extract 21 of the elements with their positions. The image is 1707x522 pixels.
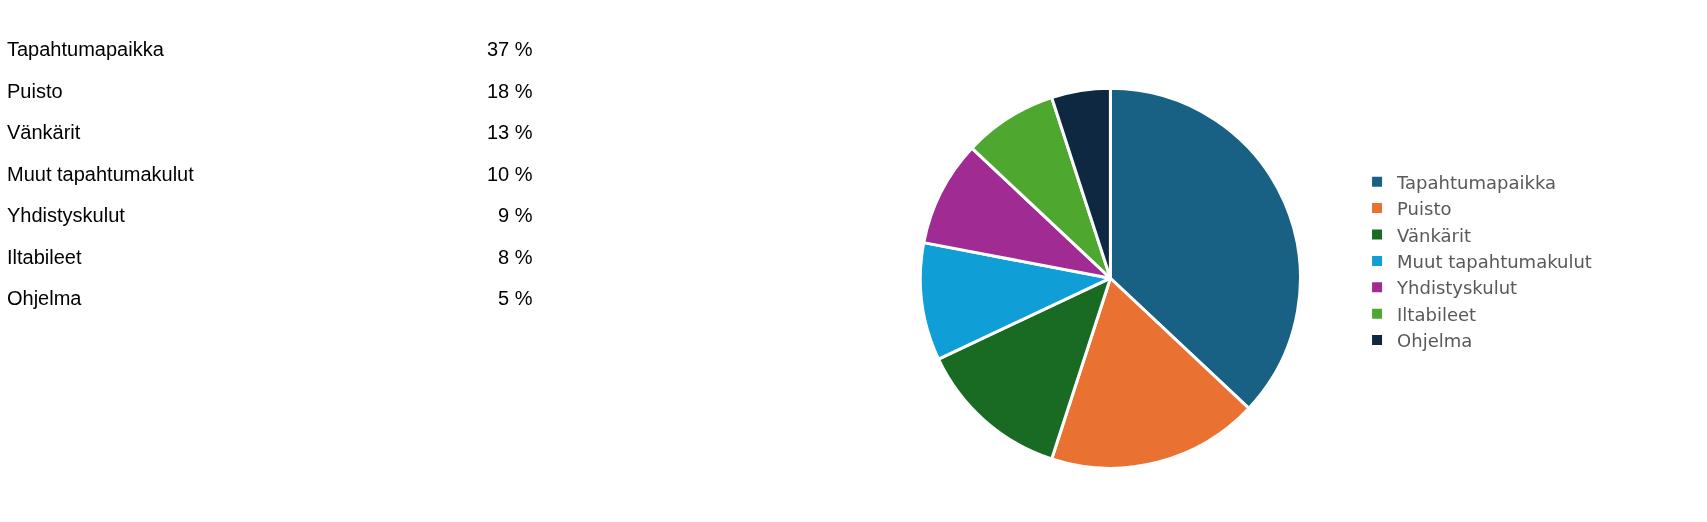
text: 10 % [487,163,533,185]
legend-label: Tapahtumapaikka [1396,171,1557,193]
legend-label: Puisto [1397,198,1452,220]
text: Yhdistyskulut [7,204,126,226]
legend-label: Ohjelma [1397,330,1473,352]
text: 5 % [498,287,533,309]
text: Puisto [7,80,63,102]
legend-label: Yhdistyskulut [1396,277,1518,299]
text: 13 % [487,121,533,143]
text: 8 % [498,246,533,268]
text: Muut tapahtumakulut [7,163,195,185]
text: Vänkärit [7,121,81,143]
legend-label: Iltabileet [1397,303,1477,325]
text: Iltabileet [7,246,82,268]
text: Tapahtumapaikka [7,38,165,60]
text: Ohjelma [7,287,83,309]
text: 18 % [487,80,533,102]
legend-label: Vänkärit [1397,224,1472,246]
text: 37 % [487,38,533,60]
legend-label: Muut tapahtumakulut [1397,250,1592,272]
text: 9 % [498,204,533,226]
